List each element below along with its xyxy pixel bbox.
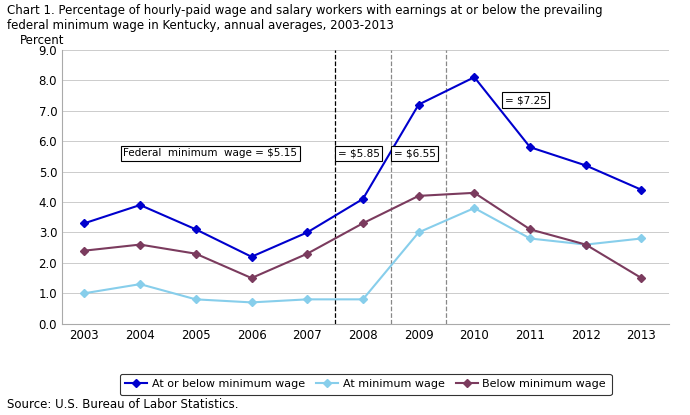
Text: Source: U.S. Bureau of Labor Statistics.: Source: U.S. Bureau of Labor Statistics.: [7, 398, 239, 411]
Text: Federal  minimum  wage = $5.15: Federal minimum wage = $5.15: [124, 148, 297, 158]
Legend: At or below minimum wage, At minimum wage, Below minimum wage: At or below minimum wage, At minimum wag…: [120, 374, 611, 395]
Text: federal minimum wage in Kentucky, annual averages, 2003-2013: federal minimum wage in Kentucky, annual…: [7, 19, 394, 32]
Text: = $6.55: = $6.55: [393, 148, 435, 158]
Text: = $7.25: = $7.25: [505, 95, 547, 105]
Text: Chart 1. Percentage of hourly-paid wage and salary workers with earnings at or b: Chart 1. Percentage of hourly-paid wage …: [7, 4, 602, 17]
Text: = $5.85: = $5.85: [338, 148, 380, 158]
Text: Percent: Percent: [19, 34, 64, 47]
